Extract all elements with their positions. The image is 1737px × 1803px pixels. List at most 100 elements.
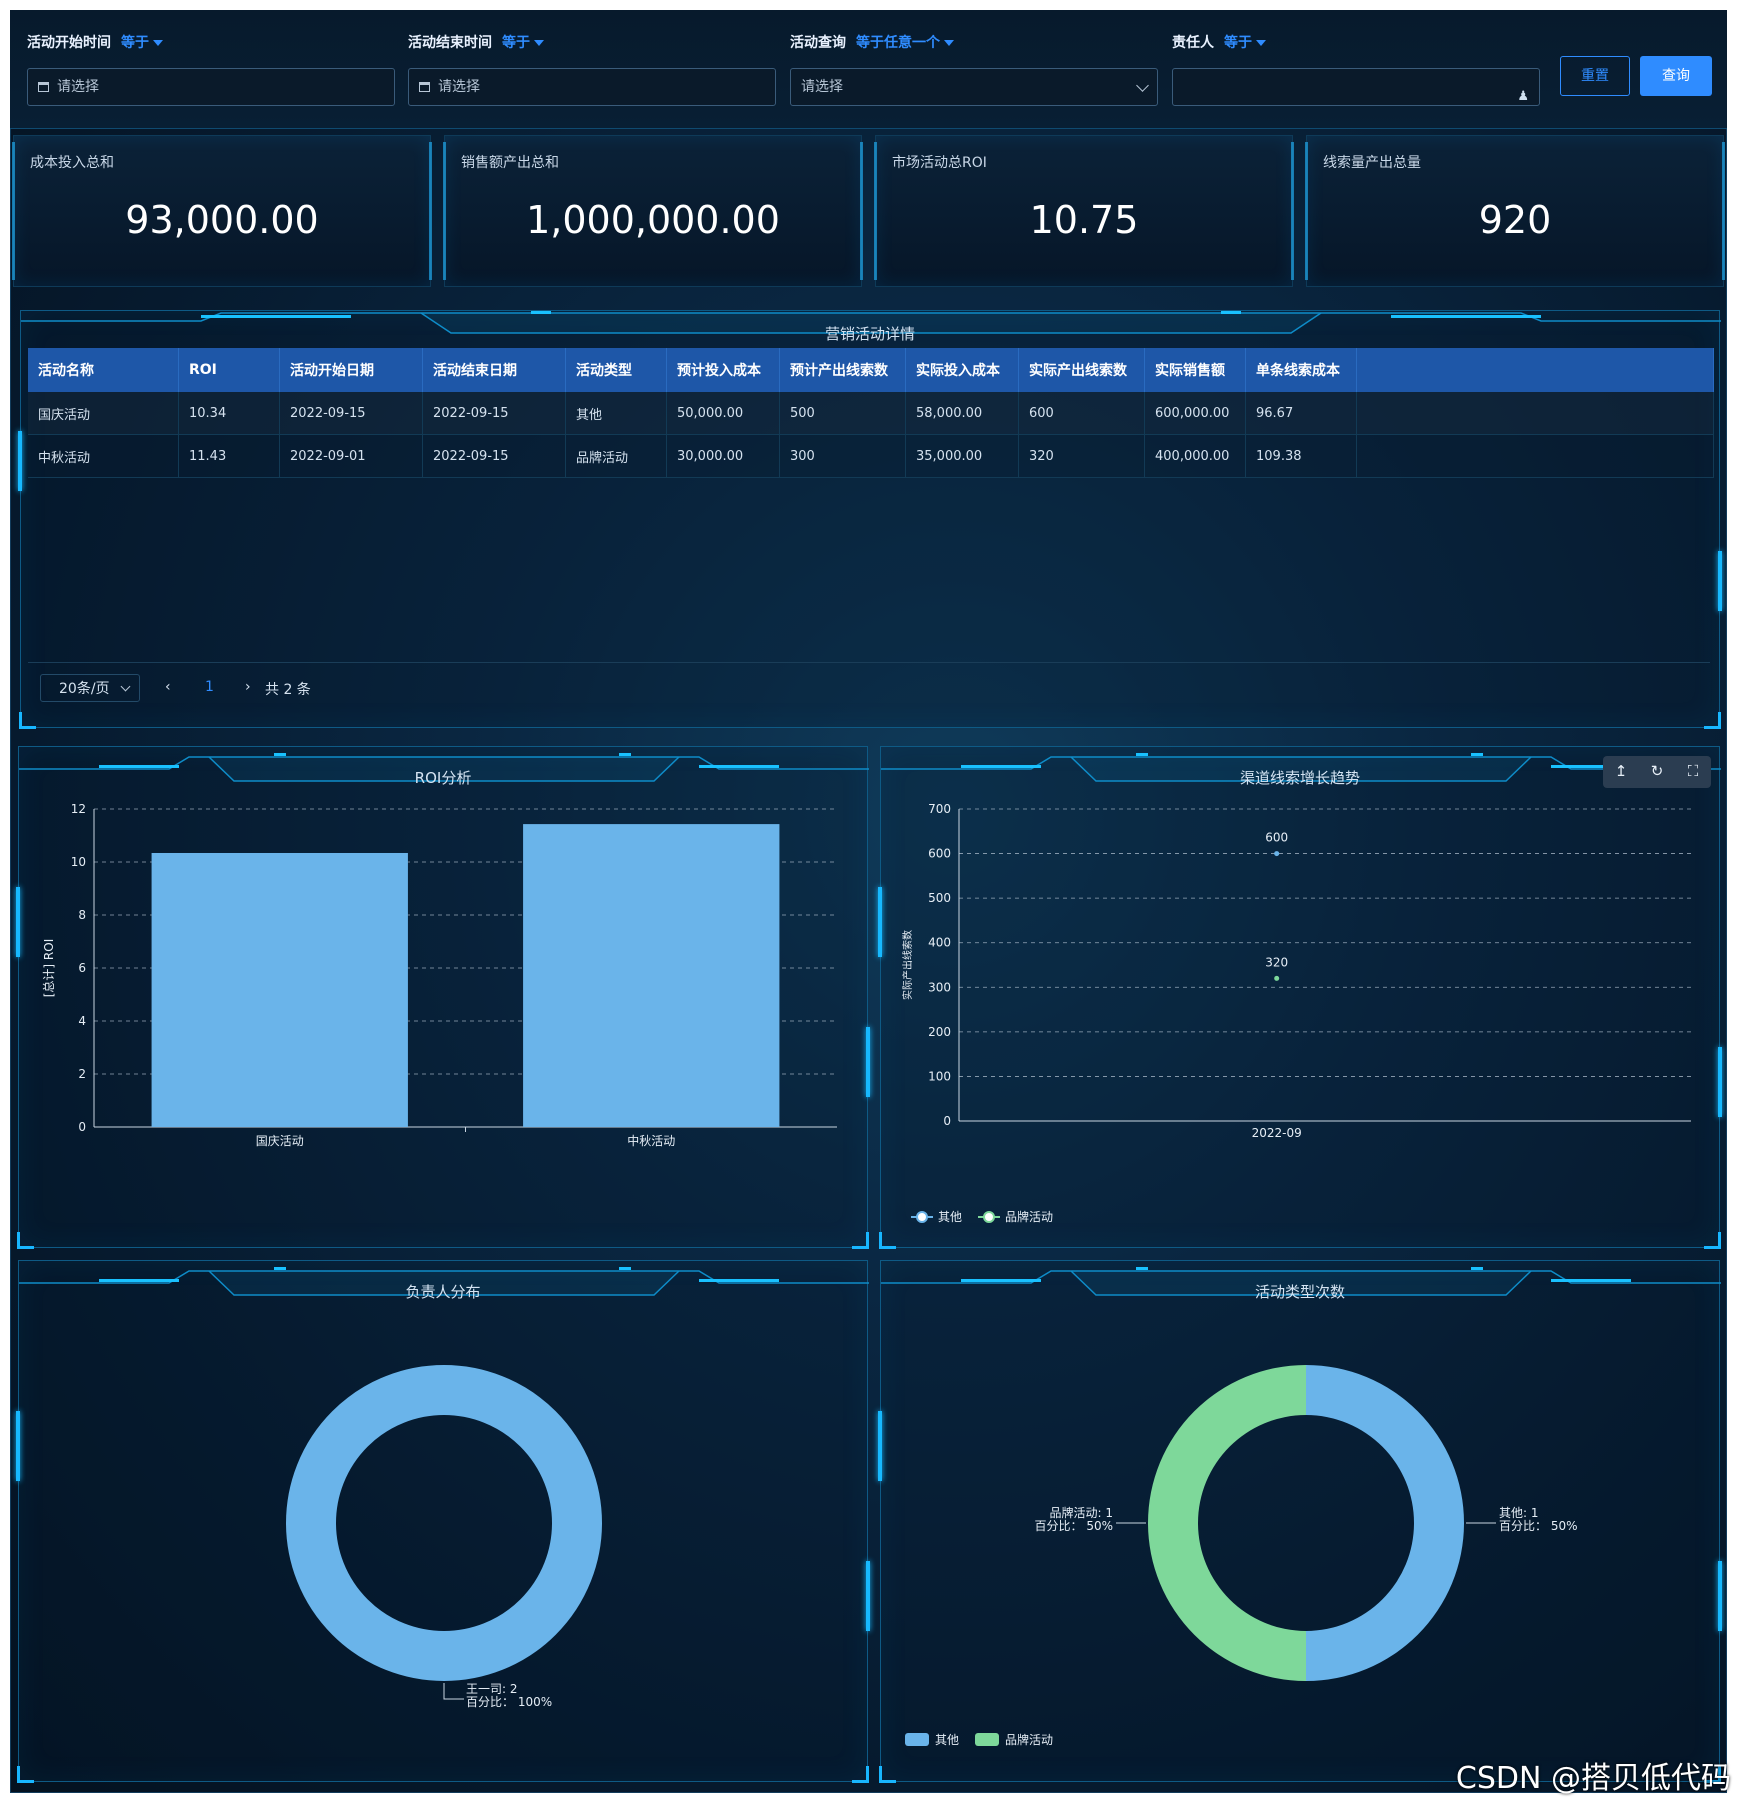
watermark: CSDN @搭贝低代码 — [1455, 1761, 1731, 1796]
page-number[interactable]: 1 — [205, 679, 214, 695]
table-cell: 2022-09-01 — [279, 434, 423, 478]
query-button[interactable]: 查询 — [1640, 56, 1712, 96]
slice-label: 百分比： 100% — [466, 1695, 552, 1709]
panel-title: ROI分析 — [414, 769, 472, 787]
activity-select[interactable]: 请选择 — [790, 68, 1158, 106]
legend-label: 品牌活动 — [1005, 1733, 1053, 1747]
filter-end-time: 活动结束时间 等于 请选择 — [408, 32, 778, 106]
table-cell: 10.34 — [178, 392, 280, 435]
table-header[interactable]: 活动类型 — [565, 348, 667, 392]
data-label: 600 — [1265, 831, 1288, 845]
filter-label: 活动开始时间 — [27, 35, 111, 51]
kpi-value: 93,000.00 — [125, 198, 319, 242]
page-size-select[interactable]: 20条/页 — [40, 674, 140, 702]
slice-label: 其他: 1 — [1499, 1506, 1539, 1520]
kpi-title: 市场活动总ROI — [892, 155, 987, 171]
activity-type-panel: 活动类型次数 其他: 1 百分比： 50% 品牌活动: 1 百分比： 50% 其他 品牌活… — [878, 1260, 1722, 1783]
start-date-input[interactable]: 请选择 — [27, 68, 395, 106]
lead-scatter-chart: 0 100 200 300 400 500 600 700 2022-09 实际产出线索数 600 3… — [901, 802, 1691, 1224]
filter-operator[interactable]: 等于任意一个 — [856, 35, 954, 51]
panel-title: 营销活动详情 — [824, 325, 915, 343]
y-tick-label: 10 — [71, 855, 86, 869]
data-point — [1274, 851, 1280, 857]
panel-title: 负责人分布 — [405, 1283, 481, 1301]
table-cell: 2022-09-15 — [422, 392, 566, 435]
next-page-icon[interactable]: › — [245, 679, 251, 695]
kpi-card-sales: 销售额产出总和 1,000,000.00 — [443, 135, 863, 287]
y-tick-label: 6 — [78, 961, 86, 975]
corner-decoration — [17, 1232, 34, 1249]
y-tick-label: 300 — [928, 980, 951, 994]
filter-start-time: 活动开始时间 等于 请选择 — [27, 32, 397, 106]
table-header[interactable]: 单条线索成本 — [1245, 348, 1357, 392]
corner-decoration — [1704, 1766, 1721, 1783]
x-tick-label: 国庆活动 — [256, 1134, 304, 1148]
panel-header-decoration — [881, 753, 1721, 782]
table-header[interactable]: 实际投入成本 — [905, 348, 1019, 392]
slice-label: 百分比： 50% — [1035, 1519, 1114, 1533]
y-tick-label: 8 — [78, 908, 86, 922]
legend-marker — [983, 1211, 995, 1223]
side-accent — [16, 887, 20, 957]
filter-activity: 活动查询 等于任意一个 请选择 — [790, 32, 1160, 106]
table-header[interactable]: 活动开始日期 — [279, 348, 423, 392]
corner-decoration — [879, 1232, 896, 1249]
table-header[interactable]: 预计产出线索数 — [779, 348, 906, 392]
fullscreen-icon[interactable]: ⛶ — [1687, 762, 1699, 780]
y-axis-title: 实际产出线索数 — [901, 930, 914, 1000]
table-header[interactable]: 活动名称 — [28, 348, 179, 392]
y-tick-label: 0 — [943, 1114, 951, 1128]
corner-decoration — [879, 1766, 896, 1783]
y-tick-label: 2 — [78, 1067, 86, 1081]
y-tick-label: 100 — [928, 1069, 951, 1083]
table-header[interactable]: 实际产出线索数 — [1018, 348, 1145, 392]
caret-down-icon — [534, 40, 544, 46]
caret-down-icon — [944, 40, 954, 46]
legend-swatch — [905, 1733, 929, 1746]
table-header[interactable]: ROI — [178, 348, 280, 392]
panel-header-decoration — [21, 311, 1721, 334]
panel-header-decoration — [19, 753, 869, 782]
legend-marker — [916, 1211, 928, 1223]
table-cell-filler — [1356, 392, 1714, 435]
roi-chart-panel: ROI分析 0 2 4 6 8 10 12 国庆活动 中秋活动 [总计] ROI — [16, 746, 870, 1249]
owner-input[interactable]: ♟ — [1172, 68, 1540, 106]
download-icon[interactable]: ↥ — [1614, 762, 1628, 780]
side-accent — [866, 1027, 870, 1097]
refresh-icon[interactable]: ↻ — [1650, 762, 1664, 780]
kpi-value: 10.75 — [1029, 198, 1139, 242]
table-header[interactable]: 预计投入成本 — [666, 348, 780, 392]
table-cell-filler — [1356, 434, 1714, 478]
table-cell: 96.67 — [1245, 392, 1357, 435]
user-icon: ♟ — [1517, 89, 1529, 104]
side-accent — [1718, 1561, 1722, 1631]
x-tick-label: 中秋活动 — [627, 1133, 675, 1148]
table-cell: 品牌活动 — [565, 434, 667, 478]
prev-page-icon[interactable]: ‹ — [165, 679, 171, 695]
reset-button[interactable]: 重置 — [1560, 56, 1630, 96]
corner-decoration — [852, 1232, 869, 1249]
donut-slice — [1148, 1365, 1306, 1681]
kpi-value: 1,000,000.00 — [526, 198, 780, 242]
filter-operator[interactable]: 等于 — [502, 35, 544, 51]
table-row[interactable]: 中秋活动 11.43 2022-09-01 2022-09-15 品牌活动 30… — [28, 434, 1714, 478]
kpi-value: 920 — [1478, 198, 1552, 242]
filter-operator[interactable]: 等于 — [1224, 35, 1266, 51]
y-tick-label: 600 — [928, 847, 951, 861]
filter-operator[interactable]: 等于 — [121, 35, 163, 51]
caret-down-icon — [153, 40, 163, 46]
table-cell: 50,000.00 — [666, 392, 780, 435]
table-cell: 500 — [779, 392, 906, 435]
kpi-card-leads: 线索量产出总量 920 — [1305, 135, 1725, 287]
table-header[interactable]: 实际销售额 — [1144, 348, 1246, 392]
table-row[interactable]: 国庆活动 10.34 2022-09-15 2022-09-15 其他 50,0… — [28, 392, 1714, 435]
data-label: 320 — [1265, 955, 1288, 969]
chart-toolbox: ↥ ↻ ⛶ — [1603, 756, 1711, 788]
table-footer-divider — [28, 662, 1710, 663]
legend-label: 其他 — [938, 1210, 962, 1224]
filter-owner: 责任人 等于 ♟ — [1172, 32, 1542, 106]
end-date-input[interactable]: 请选择 — [408, 68, 776, 106]
roi-bar-chart: 0 2 4 6 8 10 12 国庆活动 中秋活动 [总计] ROI — [42, 802, 837, 1148]
table-header[interactable]: 活动结束日期 — [422, 348, 566, 392]
